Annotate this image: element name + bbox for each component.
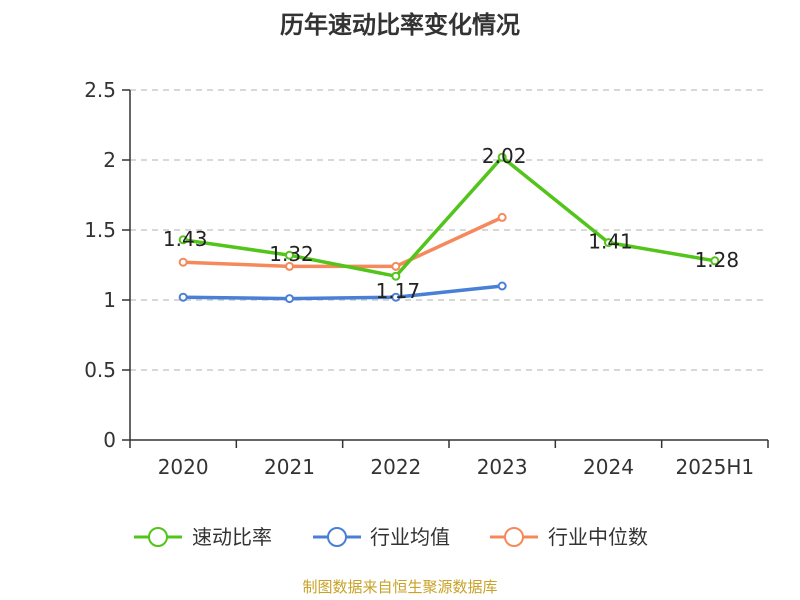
- x-tick-label: 2023: [477, 455, 528, 479]
- data-label: 1.41: [588, 230, 633, 254]
- y-tick-label: 1.5: [84, 218, 116, 242]
- x-tick-label: 2025H1: [675, 455, 754, 479]
- data-point: [604, 238, 613, 248]
- data-points: [178, 152, 720, 304]
- data-point: [178, 235, 188, 245]
- chart-title: 历年速动比率变化情况: [280, 11, 520, 39]
- data-point: [391, 292, 401, 302]
- legend-marker: [148, 527, 168, 547]
- x-tick-label: 2020: [158, 455, 209, 479]
- y-tick-label: 2: [103, 148, 116, 172]
- data-label: 2.02: [482, 144, 527, 168]
- series-line: [182, 155, 716, 278]
- data-label: 1.32: [269, 242, 314, 266]
- y-tick-label: 0.5: [84, 358, 116, 382]
- y-tick-label: 1: [103, 288, 116, 312]
- grid-lines: [130, 89, 768, 371]
- legend-marker: [327, 527, 347, 547]
- data-point: [391, 271, 401, 281]
- data-point: [285, 250, 294, 260]
- legend-marker: [504, 527, 524, 547]
- data-point: [497, 212, 507, 222]
- data-point: [178, 257, 188, 267]
- legend-label: 行业中位数: [548, 525, 648, 549]
- x-tick-label: 2021: [264, 455, 315, 479]
- legend: 速动比率 行业均值 行业中位数: [134, 525, 648, 549]
- data-point: [391, 261, 401, 271]
- legend-label: 速动比率: [192, 525, 272, 549]
- y-tick-label: 0: [103, 428, 116, 452]
- series-lines: [182, 155, 716, 301]
- data-labels: 1.43 1.32 1.17 2.02 1.41 1.28: [163, 144, 739, 303]
- legend-label: 行业均值: [370, 525, 450, 549]
- series-line: [183, 215, 503, 269]
- axes: 0 0.5 1 1.5 2 2.5 2020 2021 2022 2023 2024 2025H1: [84, 78, 769, 479]
- data-label: 1.17: [376, 279, 421, 303]
- data-point: [285, 294, 294, 304]
- data-label: 1.43: [163, 227, 208, 251]
- x-tick-label: 2022: [370, 455, 421, 479]
- y-tick-label: 2.5: [84, 78, 116, 102]
- data-point: [497, 152, 507, 162]
- data-point: [710, 256, 720, 266]
- data-label: 1.28: [695, 248, 740, 272]
- x-tick-label: 2024: [583, 455, 634, 479]
- source-note: 制图数据来自恒生聚源数据库: [302, 578, 498, 596]
- data-point: [497, 281, 507, 291]
- data-point: [285, 261, 294, 271]
- series-line: [183, 284, 503, 301]
- data-point: [178, 292, 188, 302]
